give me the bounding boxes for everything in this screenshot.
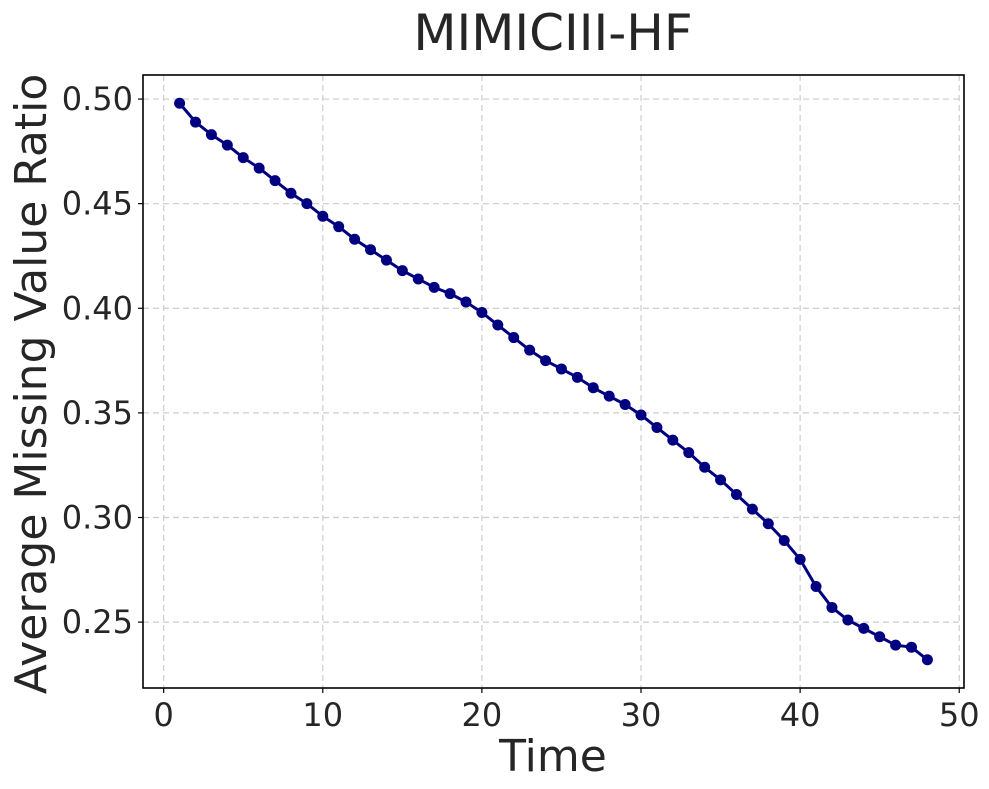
data-point (905, 641, 917, 653)
data-point (810, 581, 822, 593)
series-line (178, 102, 929, 661)
data-point (842, 614, 854, 626)
data-point (301, 198, 313, 210)
data-point (349, 233, 361, 245)
data-point (890, 639, 902, 651)
data-point (428, 281, 440, 293)
data-point (269, 175, 281, 187)
data-point (746, 503, 758, 515)
data-point (921, 654, 933, 666)
data-point (826, 601, 838, 613)
data-point (221, 139, 233, 151)
data-point (794, 553, 806, 565)
data-point (874, 631, 886, 643)
data-point (476, 306, 488, 318)
data-point (587, 382, 599, 394)
x-tick-label: 50 (939, 696, 980, 734)
data-point (603, 390, 615, 402)
data-point (540, 355, 552, 367)
data-point (715, 474, 727, 486)
data-point (571, 371, 583, 383)
y-tick-label: 0.50 (62, 80, 133, 118)
data-point (412, 273, 424, 285)
data-point (174, 97, 186, 109)
x-tick-label: 30 (621, 696, 662, 734)
data-point (444, 288, 456, 300)
plot-area-frame (142, 74, 965, 689)
x-axis-label: Time (498, 731, 607, 782)
data-point (524, 344, 536, 356)
y-tick-label: 0.45 (62, 185, 133, 223)
data-point (555, 363, 567, 375)
data-point (683, 447, 695, 459)
data-point (460, 296, 472, 308)
data-point (667, 434, 679, 446)
axis-ticks: 0 10 20 30 40 50 0.25 0.30 0.35 0.40 0.45 0.50 (62, 80, 980, 734)
y-axis-label: Average Missing Value Ratio (6, 74, 57, 695)
data-point (380, 254, 392, 266)
chart-title: MIMICIII-HF (413, 4, 692, 62)
data-point (699, 461, 711, 473)
x-tick-label: 0 (154, 696, 174, 734)
y-tick-label: 0.30 (62, 498, 133, 536)
data-point (730, 488, 742, 500)
data-point (205, 129, 217, 141)
data-point (285, 187, 297, 199)
y-tick-label: 0.40 (62, 289, 133, 327)
grid (143, 75, 964, 688)
data-point (635, 409, 647, 421)
y-tick-label: 0.35 (62, 394, 133, 432)
data-point (619, 399, 631, 411)
data-point (317, 210, 329, 222)
data-point (190, 116, 202, 128)
x-tick-label: 20 (462, 696, 503, 734)
data-point (492, 319, 504, 331)
series-layer (174, 97, 933, 666)
data-point (858, 622, 870, 634)
data-point (237, 152, 249, 164)
data-point (778, 535, 790, 546)
data-point (365, 244, 377, 256)
data-point (396, 265, 408, 277)
y-tick-label: 0.25 (62, 603, 133, 641)
x-tick-label: 40 (780, 696, 821, 734)
data-point (508, 332, 520, 344)
data-point (253, 162, 265, 174)
data-point (333, 221, 345, 233)
x-tick-label: 10 (302, 696, 343, 734)
data-point (762, 518, 774, 530)
data-point (651, 422, 663, 434)
